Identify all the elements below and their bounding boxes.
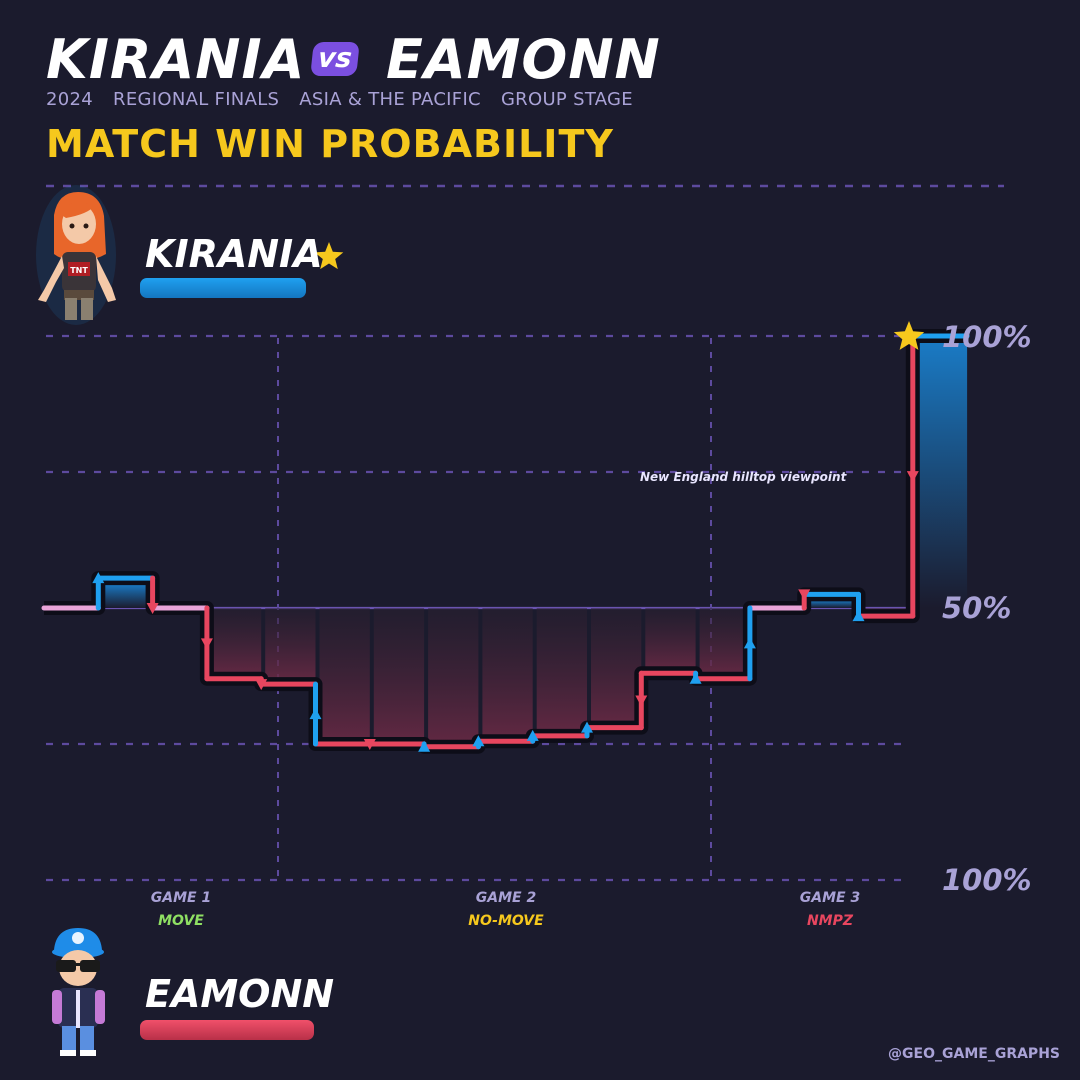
round-marker-6 xyxy=(363,739,376,750)
area-segment-8 xyxy=(482,608,533,736)
round-marker-14 xyxy=(798,589,811,601)
round-marker-11 xyxy=(635,695,648,707)
area-segment-9 xyxy=(536,608,587,730)
chart-markers xyxy=(92,471,919,752)
area-segment-1 xyxy=(102,584,153,608)
title-player-one: KIRANIA xyxy=(46,28,306,91)
subtitle-stage: GROUP STAGE xyxy=(500,89,633,110)
area-segment-5 xyxy=(319,608,370,738)
round-marker-4 xyxy=(255,679,268,691)
area-segment-10 xyxy=(591,608,642,722)
subtitle: 2024 REGIONAL FINALS ASIA & THE PACIFIC … xyxy=(46,89,633,110)
player-name-kirania: KIRANIA xyxy=(145,232,323,276)
round-marker-13 xyxy=(743,637,756,649)
game-1-mode: MOVE xyxy=(158,913,204,929)
kirania-color-bar xyxy=(140,278,306,298)
round-marker-2 xyxy=(146,603,159,614)
area-segment-11 xyxy=(645,608,696,668)
round-marker-8 xyxy=(472,735,485,747)
game-2-mode: NO-MOVE xyxy=(468,913,544,929)
chart-headline: MATCH WIN PROBABILITY xyxy=(46,122,614,166)
round-marker-15 xyxy=(852,610,865,622)
subtitle-event: REGIONAL FINALS xyxy=(113,89,280,110)
game-3-mode: NMPZ xyxy=(806,913,854,929)
round-marker-1 xyxy=(92,572,105,584)
y-tick-bottom: 100% xyxy=(942,863,1032,897)
subtitle-year: 2024 xyxy=(46,89,94,110)
player-name-eamonn: EAMONN xyxy=(145,972,335,1016)
y-tick-top: 100% xyxy=(942,320,1032,354)
eamonn-color-bar xyxy=(140,1020,314,1040)
winner-star-icon xyxy=(314,242,344,270)
area-segment-15 xyxy=(862,608,913,611)
area-segment-14 xyxy=(808,600,859,608)
area-segment-16 xyxy=(916,342,968,608)
chart-fills xyxy=(102,342,968,741)
title-player-two: EAMONN xyxy=(386,28,661,91)
area-segment-7 xyxy=(428,608,479,741)
game-3-label: GAME 3 xyxy=(799,890,861,906)
round-marker-16 xyxy=(906,471,919,483)
subtitle-region: ASIA & THE PACIFIC xyxy=(299,89,481,110)
round-marker-3 xyxy=(200,638,213,650)
final-star-icon xyxy=(893,321,925,350)
eamonn-avatar xyxy=(52,928,105,1056)
area-segment-3 xyxy=(210,608,262,673)
round-marker-5 xyxy=(309,708,322,720)
kirania-avatar: TNT xyxy=(36,185,116,325)
area-segment-4 xyxy=(265,608,316,679)
area-segment-6 xyxy=(373,608,425,738)
round-marker-9 xyxy=(526,729,539,741)
watermark: @GEO_GAME_GRAPHS xyxy=(888,1046,1060,1062)
svg-text:TNT: TNT xyxy=(70,266,88,275)
round-marker-10 xyxy=(581,721,593,733)
round-marker-7 xyxy=(418,740,431,752)
game-2-label: GAME 2 xyxy=(475,890,537,906)
game-1-label: GAME 1 xyxy=(150,890,212,906)
y-tick-middle: 50% xyxy=(942,591,1012,625)
round-marker-12 xyxy=(689,672,702,684)
area-segment-12 xyxy=(699,608,750,673)
chart-annotation: New England hilltop viewpoint xyxy=(640,470,847,484)
